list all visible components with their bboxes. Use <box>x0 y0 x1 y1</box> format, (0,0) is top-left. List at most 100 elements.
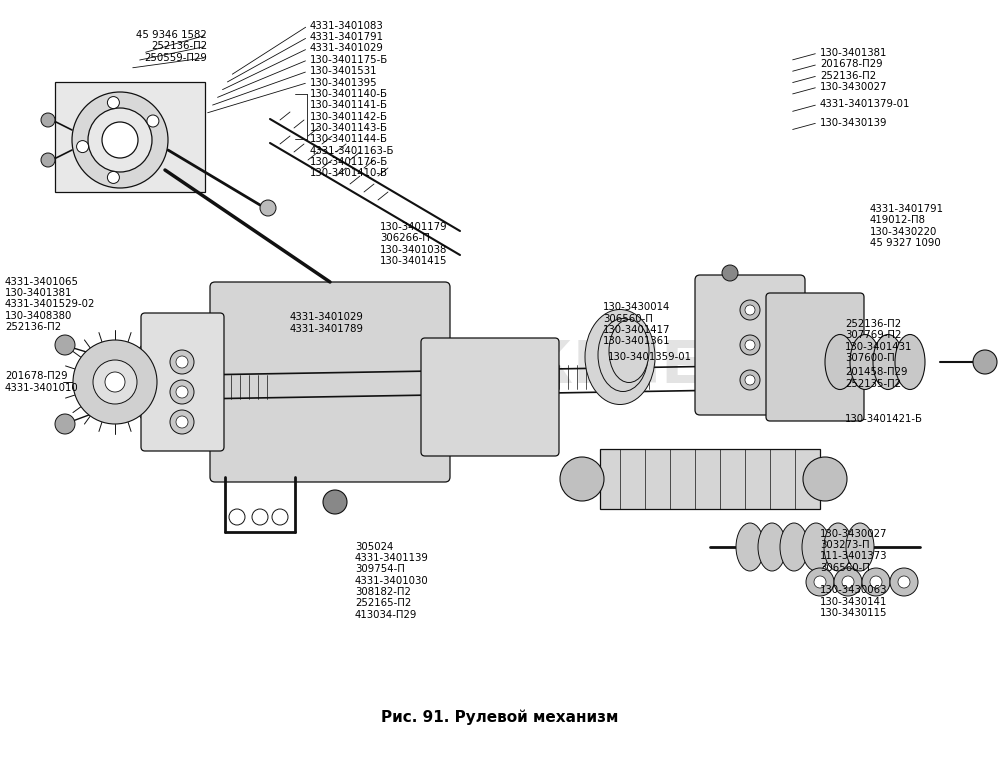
Circle shape <box>229 509 245 525</box>
Circle shape <box>93 360 137 404</box>
Text: 130-3401038: 130-3401038 <box>380 245 447 255</box>
Text: 130-3401417: 130-3401417 <box>603 325 670 335</box>
Circle shape <box>834 568 862 596</box>
Circle shape <box>73 340 157 424</box>
Circle shape <box>170 380 194 404</box>
Ellipse shape <box>758 523 786 571</box>
Text: 252135-П2: 252135-П2 <box>845 378 901 389</box>
Text: 307600-П: 307600-П <box>845 353 895 363</box>
Ellipse shape <box>873 335 903 390</box>
Ellipse shape <box>850 335 880 390</box>
Text: 4331-3401139: 4331-3401139 <box>355 553 429 563</box>
Text: 130-3401415: 130-3401415 <box>380 256 448 266</box>
Circle shape <box>176 386 188 398</box>
Ellipse shape <box>780 523 808 571</box>
Ellipse shape <box>824 523 852 571</box>
Ellipse shape <box>611 327 641 379</box>
Text: 252165-П2: 252165-П2 <box>355 598 411 609</box>
Circle shape <box>862 568 890 596</box>
Circle shape <box>41 113 55 127</box>
Text: 252136-П2: 252136-П2 <box>845 319 901 329</box>
FancyBboxPatch shape <box>141 313 224 451</box>
Text: 4331-3401065: 4331-3401065 <box>5 276 79 287</box>
Circle shape <box>170 350 194 374</box>
Circle shape <box>55 335 75 355</box>
Text: 4331-3401379-01: 4331-3401379-01 <box>820 99 910 110</box>
Text: 4331-3401030: 4331-3401030 <box>355 575 429 586</box>
Ellipse shape <box>609 319 649 382</box>
Text: 4331-3401029: 4331-3401029 <box>290 312 364 322</box>
Text: ПЛАНЕТА ЖЕЛЕЗКА: ПЛАНЕТА ЖЕЛЕЗКА <box>165 338 835 395</box>
Ellipse shape <box>585 310 655 404</box>
Circle shape <box>842 576 854 588</box>
Text: Рис. 91. Рулевой механизм: Рис. 91. Рулевой механизм <box>381 709 619 724</box>
Text: 308182-П2: 308182-П2 <box>355 587 411 597</box>
Text: 4331-3401083: 4331-3401083 <box>310 20 384 31</box>
Circle shape <box>88 108 152 172</box>
Text: 130-3401395: 130-3401395 <box>310 77 378 88</box>
Ellipse shape <box>598 319 648 391</box>
Text: 4331-3401529-02: 4331-3401529-02 <box>5 299 95 310</box>
Circle shape <box>722 265 738 281</box>
Circle shape <box>41 153 55 167</box>
Circle shape <box>323 490 347 514</box>
Text: 307769-П2: 307769-П2 <box>845 330 901 341</box>
FancyBboxPatch shape <box>695 275 805 415</box>
Circle shape <box>102 122 138 158</box>
Circle shape <box>105 372 125 392</box>
Text: 413034-П29: 413034-П29 <box>355 609 417 620</box>
Text: 130-3408380: 130-3408380 <box>5 310 72 321</box>
Text: 4331-3401791: 4331-3401791 <box>870 204 944 214</box>
Text: 130-3430115: 130-3430115 <box>820 608 888 618</box>
Text: 305024: 305024 <box>355 541 393 552</box>
Text: 306266-П: 306266-П <box>380 233 430 244</box>
Circle shape <box>252 509 268 525</box>
Circle shape <box>170 410 194 434</box>
Circle shape <box>806 568 834 596</box>
Text: 130-3401431: 130-3401431 <box>845 341 912 352</box>
Bar <box>55 82 205 192</box>
Circle shape <box>898 576 910 588</box>
Text: 111-3401373: 111-3401373 <box>820 551 888 562</box>
Circle shape <box>745 340 755 350</box>
Text: 252136-П2: 252136-П2 <box>820 70 876 81</box>
Circle shape <box>870 576 882 588</box>
Circle shape <box>740 370 760 390</box>
Text: 130-3401141-Б: 130-3401141-Б <box>310 100 388 111</box>
Ellipse shape <box>895 335 925 390</box>
Circle shape <box>560 457 604 501</box>
Circle shape <box>107 171 119 183</box>
Ellipse shape <box>802 523 830 571</box>
Text: 201678-П29: 201678-П29 <box>820 59 883 70</box>
Ellipse shape <box>846 523 874 571</box>
Text: 250559-П29: 250559-П29 <box>144 52 207 63</box>
Text: 252136-П2: 252136-П2 <box>5 322 61 332</box>
Text: 45 9327 1090: 45 9327 1090 <box>870 238 941 248</box>
Circle shape <box>176 356 188 368</box>
FancyBboxPatch shape <box>210 282 450 482</box>
Bar <box>600 449 820 509</box>
Circle shape <box>745 305 755 315</box>
Circle shape <box>176 416 188 428</box>
Text: 130-3401140-Б: 130-3401140-Б <box>310 89 388 99</box>
Text: 130-3401410-В: 130-3401410-В <box>310 168 388 179</box>
Circle shape <box>55 414 75 434</box>
Text: 130-3401142-Б: 130-3401142-Б <box>310 111 388 122</box>
Circle shape <box>72 92 168 188</box>
Text: 130-3401176-Б: 130-3401176-Б <box>310 157 388 167</box>
Text: 201678-П29: 201678-П29 <box>5 371 68 382</box>
Circle shape <box>803 457 847 501</box>
Text: 130-3430027: 130-3430027 <box>820 528 888 539</box>
Circle shape <box>740 335 760 355</box>
Circle shape <box>107 97 119 108</box>
Ellipse shape <box>825 335 855 390</box>
Text: 130-3401175-Б: 130-3401175-Б <box>310 55 388 65</box>
Text: 130-3401359-01: 130-3401359-01 <box>608 352 692 363</box>
Text: 306560-П: 306560-П <box>603 313 653 324</box>
Text: 4331-3401010: 4331-3401010 <box>5 382 79 393</box>
Text: 45 9346 1582: 45 9346 1582 <box>136 30 207 40</box>
Circle shape <box>814 576 826 588</box>
FancyBboxPatch shape <box>766 293 864 421</box>
Circle shape <box>77 141 89 153</box>
Text: 4331-3401789: 4331-3401789 <box>290 323 364 334</box>
